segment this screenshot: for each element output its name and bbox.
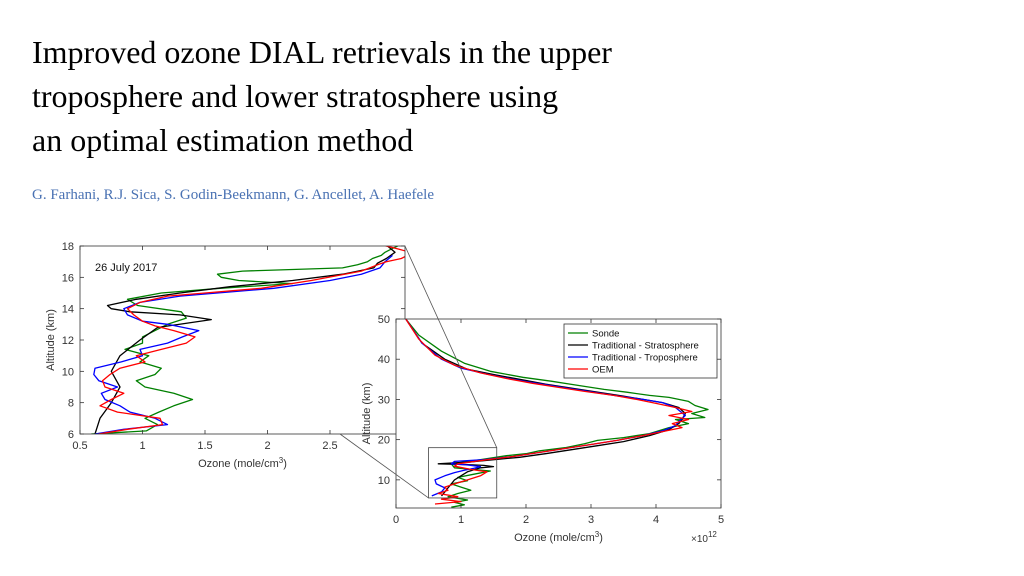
legend-label-oem: OEM (592, 365, 614, 376)
date-annotation: 26 July 2017 (95, 262, 157, 274)
x-tick-label: 1 (139, 440, 145, 452)
y-tick-label: 10 (378, 475, 390, 487)
title-line-3: an optimal estimation method (32, 122, 414, 158)
plot-area-zoom (80, 246, 405, 434)
series-line-sonde (91, 246, 399, 434)
x-axis-label: Ozone (mole/cm3) (198, 456, 287, 470)
legend-label-trad_trop: Traditional - Troposphere (592, 353, 698, 364)
series-line-oem (98, 246, 405, 434)
x-tick-label: 2 (264, 440, 270, 452)
y-tick-label: 14 (62, 304, 74, 316)
x-tick-label: 3 (588, 514, 594, 526)
legend-label-trad_strat: Traditional - Stratosphere (592, 341, 699, 352)
x-axis-label: Ozone (mole/cm3) (514, 530, 603, 544)
title-line-2: troposphere and lower stratosphere using (32, 78, 559, 114)
series-line-trad_trop (93, 254, 393, 434)
y-tick-label: 20 (378, 435, 390, 447)
series-group-full (405, 318, 709, 508)
chart-full: 0 1 2 3 4 5 10 20 30 40 50 Ozone (mole/cm3) Altitude… (361, 314, 724, 545)
y-tick-label: 30 (378, 394, 390, 406)
y-tick-label: 8 (68, 398, 74, 410)
y-tick-label: 6 (68, 429, 74, 441)
y-axis-label: Altitude (km) (361, 383, 373, 445)
x-tick-label: 0.5 (72, 440, 87, 452)
zoom-box (428, 447, 498, 499)
x-tick-label: 5 (718, 514, 724, 526)
slide-title: Improved ozone DIAL retrievals in the up… (32, 30, 792, 162)
series-line-oem (405, 318, 693, 505)
y-tick-label: 40 (378, 354, 390, 366)
x-tick-label: 0 (393, 514, 399, 526)
axes-box-full (395, 318, 722, 509)
series-group-zoom (91, 246, 405, 434)
legend-box (563, 323, 718, 379)
y-tick-label: 18 (62, 241, 74, 253)
legend-label-sonde: Sonde (592, 329, 619, 340)
zoom-connector-bottom (339, 433, 429, 499)
x-tick-label: 2.5 (322, 440, 337, 452)
y-tick-label: 12 (62, 335, 74, 347)
x-tick-label: 1 (458, 514, 464, 526)
x-tick-label: 1.5 (197, 440, 212, 452)
title-line-1: Improved ozone DIAL retrievals in the up… (32, 34, 612, 70)
author-list: G. Farhani, R.J. Sica, S. Godin-Beekmann… (32, 187, 434, 203)
series-line-sonde (405, 318, 709, 508)
x-tick-label: 4 (653, 514, 659, 526)
x-multiplier-label: ×1012 (691, 530, 717, 545)
y-tick-label: 50 (378, 314, 390, 326)
x-tick-label: 2 (523, 514, 529, 526)
y-tick-label: 16 (62, 272, 74, 284)
chart-zoom: 0.5 1 1.5 2 2.5 6 8 10 12 14 16 18 Ozone (mole/cm3) A… (45, 241, 406, 470)
zoom-connector-top (404, 245, 498, 448)
y-axis-label: Altitude (km) (45, 309, 57, 371)
y-tick-label: 10 (62, 366, 74, 378)
